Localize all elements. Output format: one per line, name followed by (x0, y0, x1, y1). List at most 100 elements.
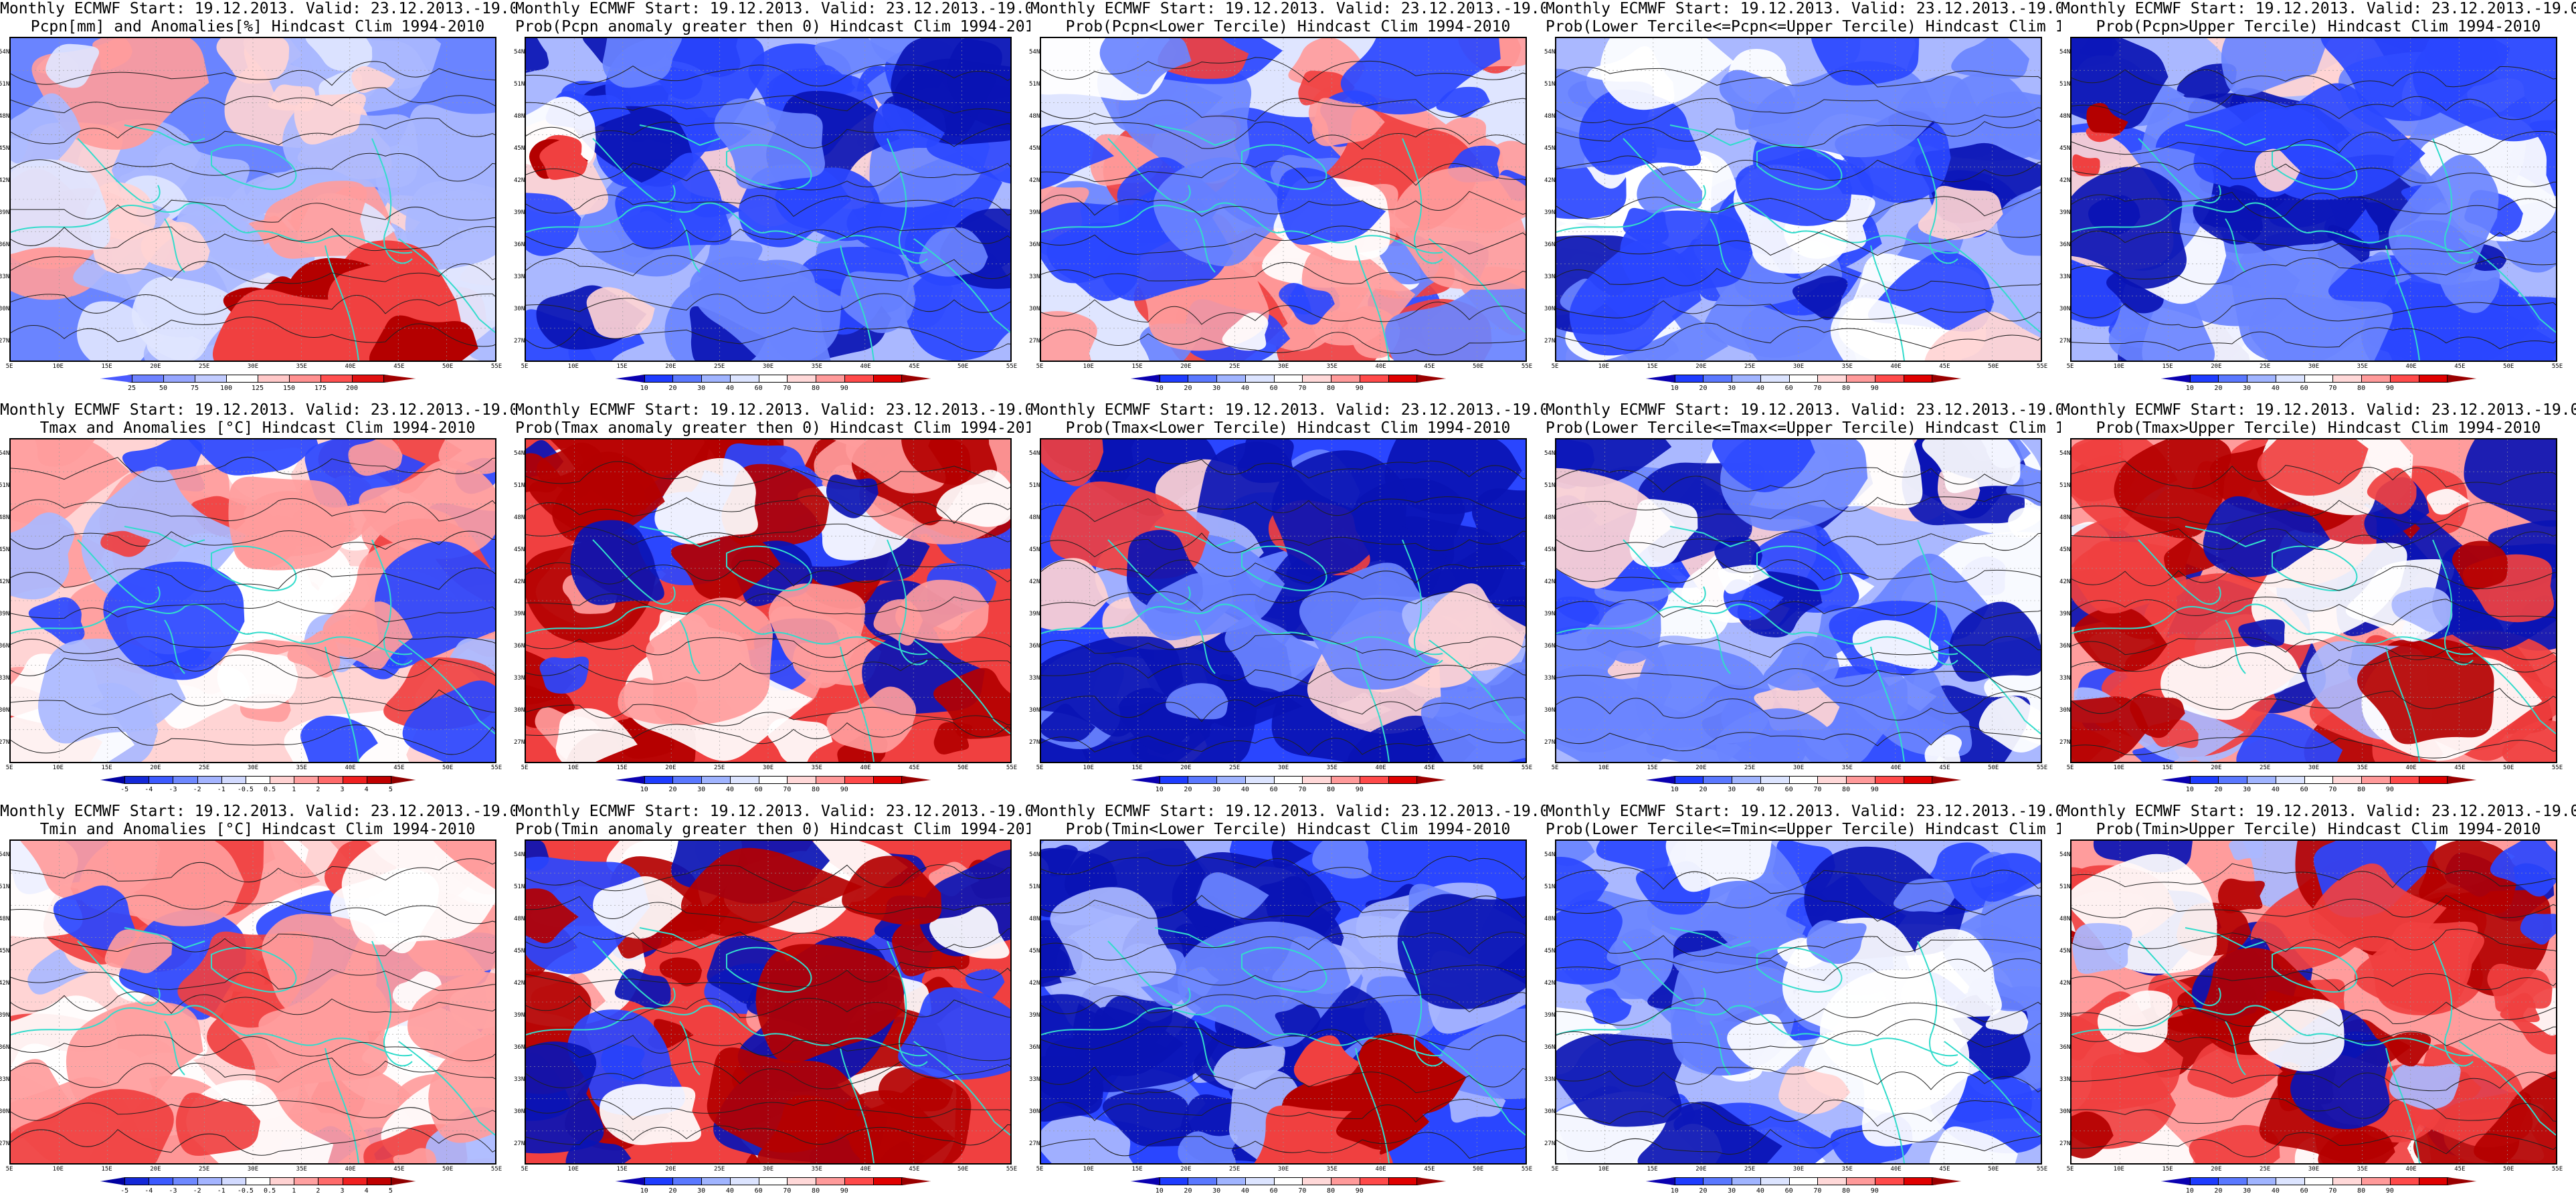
colorbar-swatch (124, 1177, 150, 1185)
field-shade (539, 656, 589, 694)
field-shade (1997, 189, 2041, 256)
colorbar-label: 4 (364, 786, 369, 793)
colorbar-label: 20 (1184, 786, 1192, 793)
colorbar-label: 90 (840, 786, 848, 793)
coastline (2432, 539, 2474, 666)
colorbar-label: 90 (840, 385, 848, 392)
colorbar-swatch (1159, 375, 1189, 383)
field-shade (1279, 282, 1335, 325)
latitude-label: 51N (1029, 482, 1040, 489)
colorbar-swatch (2275, 776, 2305, 784)
forecast-panel: Monthly ECMWF Start: 19.12.2013. Valid: … (2059, 803, 2576, 1204)
colorbar-label: 100 (219, 385, 233, 392)
field-shade (1748, 61, 1939, 158)
colorbar-label: 200 (345, 385, 359, 392)
longitude-label: 55E (490, 765, 502, 771)
colorbar-swatch (901, 375, 931, 383)
contour-line (2072, 1001, 2556, 1027)
longitude-label: 40E (1890, 765, 1902, 771)
longitude-label: 50E (1988, 1166, 1999, 1173)
colorbar-label: 20 (1699, 786, 1708, 793)
longitude-label: 10E (2113, 765, 2124, 771)
longitude-label: 15E (1131, 1166, 1143, 1173)
colorbar-label: 50 (159, 385, 168, 392)
longitude-label: 50E (957, 765, 969, 771)
colorbar (100, 776, 416, 784)
latitude-label: 36N (514, 241, 525, 248)
colorbar-label: 60 (1269, 1187, 1278, 1195)
longitude-label: 50E (1988, 765, 1999, 771)
contour-line (2072, 652, 2556, 674)
longitude-label: 25E (1229, 765, 1240, 771)
coastline (398, 238, 495, 333)
contour-line (1041, 633, 1526, 658)
latitude-label: 48N (0, 113, 10, 120)
latitude-label: 27N (514, 739, 525, 746)
colorbar-swatch (226, 375, 258, 383)
contour-line (2072, 130, 2556, 155)
latitude-label: 45N (1029, 948, 1040, 955)
latitude-label: 27N (514, 1140, 525, 1147)
latitude-label: 33N (2059, 675, 2071, 682)
colorbar-label: 60 (2300, 786, 2308, 793)
longitude-label: 35E (296, 363, 307, 370)
colorbar-swatch (342, 1177, 367, 1185)
map-frame (1040, 438, 1527, 763)
latitude-label: 39N (1544, 1012, 1556, 1019)
coastline (1917, 138, 1958, 264)
colorbar-swatch (1359, 375, 1389, 383)
field-shade (526, 38, 549, 73)
coastline (1241, 946, 1327, 993)
field-shade (1924, 312, 2041, 361)
contour-line (2072, 298, 2556, 328)
colorbar-label: -3 (169, 786, 177, 793)
longitude-label: 10E (52, 1166, 64, 1173)
field-shade (1392, 167, 1526, 290)
field-shade (11, 93, 82, 167)
latitude-label: 27N (2059, 1140, 2071, 1147)
coastline (913, 639, 1010, 734)
longitude-label: 50E (1473, 765, 1484, 771)
colorbar-swatch (1216, 1177, 1246, 1185)
contour-line (11, 199, 495, 223)
contour-line (2072, 1132, 2556, 1158)
field-shade (2072, 516, 2193, 614)
latitude-label: 42N (1544, 980, 1556, 987)
colorbar-label: 10 (1155, 385, 1164, 392)
longitude-label: 10E (1083, 1166, 1094, 1173)
colorbar-swatch (672, 1177, 703, 1185)
colorbar-swatch (1817, 776, 1847, 784)
longitude-label: 15E (1647, 765, 1658, 771)
colorbar-label: 20 (668, 786, 677, 793)
coastline (526, 603, 928, 656)
field-shade (1050, 887, 1177, 989)
colorbar-label: 70 (2328, 1187, 2337, 1195)
latitude-label: 27N (1029, 1140, 1040, 1147)
latitude-label: 42N (1029, 177, 1040, 184)
field-shade (2164, 537, 2227, 579)
coastline (1107, 940, 1191, 1006)
colorbar-label: 80 (1327, 786, 1336, 793)
longitude-label: 35E (811, 1166, 822, 1173)
longitude-label: 20E (665, 765, 676, 771)
longitude-label: 10E (1598, 1166, 1609, 1173)
latitude-label: 45N (1029, 145, 1040, 152)
colorbar-swatch (2189, 375, 2219, 383)
contour-line (1556, 98, 2041, 125)
field-shade (66, 1001, 203, 1120)
coastline (1154, 526, 1236, 548)
colorbar-label: 80 (1327, 385, 1336, 392)
field-shade (659, 957, 703, 987)
colorbar-label: 20 (1184, 385, 1192, 392)
latitude-label: 54N (2059, 450, 2071, 457)
colorbar-swatch (258, 375, 290, 383)
latitude-label: 36N (0, 643, 10, 649)
contour-line (1556, 1100, 2041, 1127)
latitude-label: 54N (2059, 851, 2071, 858)
field-shade (1079, 1007, 1184, 1076)
coastline (1556, 1005, 1958, 1057)
longitude-label: 45E (1939, 1166, 1950, 1173)
colorbar-label: 90 (1870, 385, 1879, 392)
contour-line (1556, 531, 2041, 552)
coastline (1154, 124, 1236, 146)
